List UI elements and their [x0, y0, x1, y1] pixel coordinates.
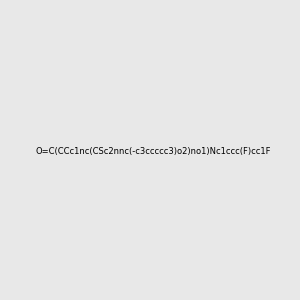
Text: O=C(CCc1nc(CSc2nnc(-c3ccccc3)o2)no1)Nc1ccc(F)cc1F: O=C(CCc1nc(CSc2nnc(-c3ccccc3)o2)no1)Nc1c… — [36, 147, 272, 156]
